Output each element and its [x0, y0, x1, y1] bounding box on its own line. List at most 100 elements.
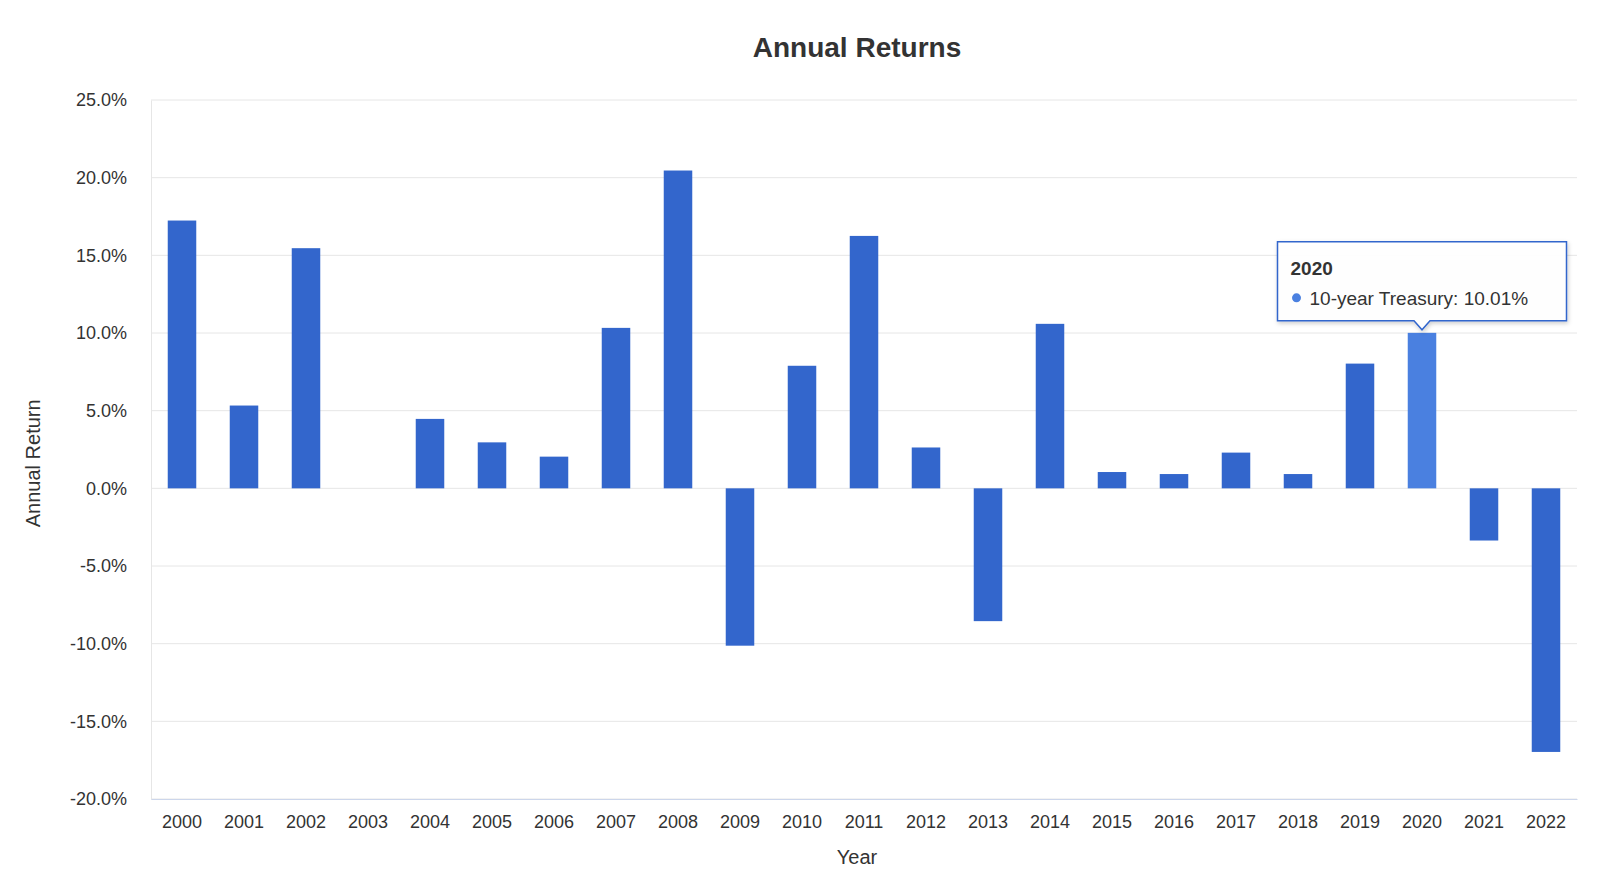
y-tick-label: -20.0%	[70, 789, 127, 809]
x-tick-label: 2016	[1154, 812, 1194, 832]
x-tick: 2018	[1278, 799, 1318, 832]
x-tick: 2005	[472, 799, 512, 832]
x-tick: 2016	[1154, 799, 1194, 832]
x-tick: 2015	[1092, 799, 1132, 832]
x-tick: 2010	[782, 799, 822, 832]
tooltip-text: 10-year Treasury: 10.01%	[1310, 288, 1529, 309]
x-tick: 2006	[534, 799, 574, 832]
y-tick-label: 25.0%	[76, 90, 127, 110]
y-tick: 25.0%	[76, 90, 151, 110]
grid	[151, 100, 1577, 799]
bar[interactable]	[478, 442, 507, 488]
x-tick: 2009	[720, 799, 760, 832]
bar[interactable]	[1532, 488, 1561, 752]
bar[interactable]	[540, 457, 569, 489]
bar[interactable]	[1098, 472, 1127, 488]
y-tick-label: -15.0%	[70, 712, 127, 732]
x-tick-label: 2019	[1340, 812, 1380, 832]
grid-line	[151, 566, 1577, 567]
x-tick-label: 2007	[596, 812, 636, 832]
x-axis-title: Year	[837, 846, 878, 868]
x-tick: 2022	[1526, 799, 1566, 832]
y-tick: 0.0%	[86, 479, 151, 499]
grid-line	[151, 643, 1577, 644]
x-tick: 2001	[224, 799, 264, 832]
x-tick-label: 2008	[658, 812, 698, 832]
x-tick-label: 2002	[286, 812, 326, 832]
bar[interactable]	[292, 248, 321, 488]
bar[interactable]	[1470, 488, 1499, 540]
bar[interactable]	[912, 447, 941, 488]
tooltip-box	[1278, 242, 1567, 330]
x-tick-label: 2017	[1216, 812, 1256, 832]
tooltip-title: 2020	[1291, 258, 1333, 279]
bar[interactable]	[230, 406, 259, 489]
x-tick-label: 2006	[534, 812, 574, 832]
x-tick: 2021	[1464, 799, 1504, 832]
x-tick-label: 2000	[162, 812, 202, 832]
x-tick: 2004	[410, 799, 450, 832]
plot: -20.0% -15.0% -10.0% -5.0% 0.0% 5.0% 10.0% 15.0…	[70, 90, 1578, 832]
tooltip-marker	[1292, 293, 1301, 302]
x-tick-label: 2011	[845, 812, 884, 832]
bar[interactable]	[602, 328, 631, 488]
bar[interactable]	[726, 488, 755, 645]
y-tick: -10.0%	[70, 634, 151, 654]
bar[interactable]	[1284, 474, 1313, 488]
x-tick: 2000	[162, 799, 202, 832]
title: Annual Returns	[753, 32, 961, 63]
bar[interactable]	[850, 236, 879, 488]
bar[interactable]	[1036, 324, 1065, 488]
y-tick-label: 5.0%	[86, 401, 127, 421]
y-axis-title: Annual Return	[22, 399, 44, 527]
x-tick-label: 2018	[1278, 812, 1318, 832]
x-tick: 2012	[906, 799, 946, 832]
y-axis-line	[151, 101, 152, 800]
y-tick-label: 20.0%	[76, 168, 127, 188]
bar[interactable]	[168, 221, 197, 489]
x-tick-label: 2014	[1030, 812, 1070, 832]
x-axis: 2000 2001 2002 2003 2004 2005 2006 2007 2008 2009…	[152, 799, 1578, 832]
bar[interactable]	[1160, 474, 1189, 488]
bar[interactable]	[1408, 333, 1437, 488]
x-tick-label: 2015	[1092, 812, 1132, 832]
grid-line	[151, 177, 1577, 178]
x-tick: 2007	[596, 799, 636, 832]
x-tick-label: 2022	[1526, 812, 1566, 832]
x-tick: 2019	[1340, 799, 1380, 832]
x-tick-label: 2004	[410, 812, 450, 832]
y-tick: 15.0%	[76, 246, 151, 266]
bar[interactable]	[1346, 364, 1375, 489]
y-tick-label: 0.0%	[86, 479, 127, 499]
x-tick-label: 2010	[782, 812, 822, 832]
y-tick-label: -5.0%	[80, 556, 127, 576]
y-tick-label: -10.0%	[70, 634, 127, 654]
x-tick-label: 2020	[1402, 812, 1442, 832]
x-tick: 2002	[286, 799, 326, 832]
chart: -20.0% -15.0% -10.0% -5.0% 0.0% 5.0% 10.0% 15.0…	[0, 0, 1600, 883]
y-tick-label: 10.0%	[76, 323, 127, 343]
tooltip: 2020 10-year Treasury: 10.01%	[1278, 242, 1567, 330]
bar[interactable]	[416, 419, 445, 488]
bar[interactable]	[788, 366, 817, 489]
y-tick: 5.0%	[86, 401, 151, 421]
y-tick: -15.0%	[70, 712, 151, 732]
x-tick-label: 2021	[1464, 812, 1504, 832]
x-tick-label: 2012	[906, 812, 946, 832]
x-tick: 2011	[845, 799, 884, 832]
x-tick: 2020	[1402, 799, 1442, 832]
grid-line	[151, 100, 1577, 101]
bar[interactable]	[664, 171, 693, 489]
y-tick: -5.0%	[80, 556, 151, 576]
x-tick: 2003	[348, 799, 388, 832]
x-tick: 2014	[1030, 799, 1070, 832]
x-tick: 2017	[1216, 799, 1256, 832]
x-tick-label: 2003	[348, 812, 388, 832]
bar[interactable]	[974, 488, 1003, 621]
y-tick: 20.0%	[76, 168, 151, 188]
bar[interactable]	[354, 488, 383, 489]
bar[interactable]	[1222, 453, 1251, 489]
y-tick-label: 15.0%	[76, 246, 127, 266]
y-tick: 10.0%	[76, 323, 151, 343]
grid-line	[151, 799, 1577, 800]
